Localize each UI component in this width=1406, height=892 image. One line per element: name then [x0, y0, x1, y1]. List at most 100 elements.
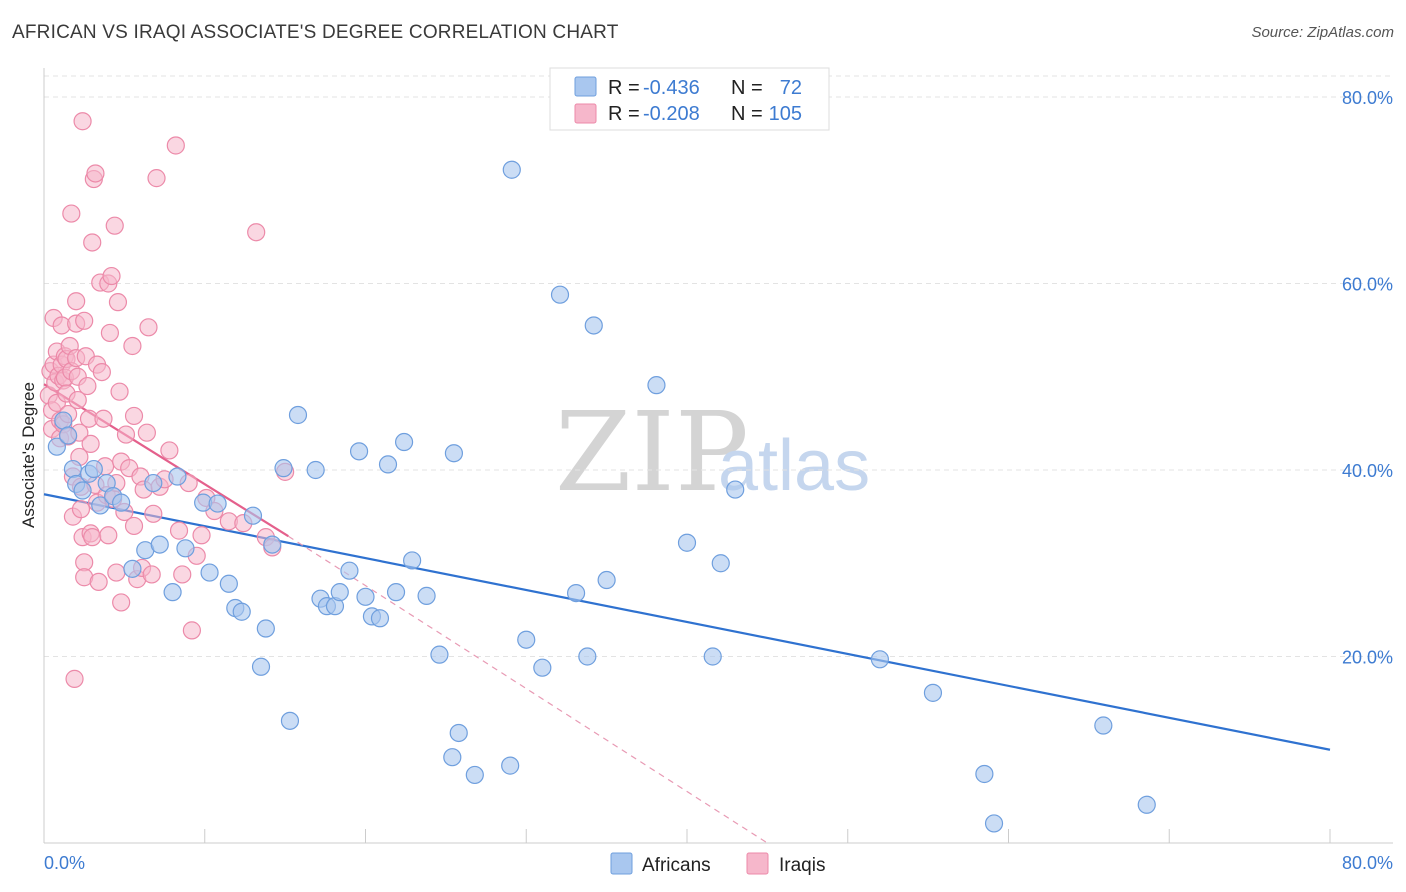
africans-point — [550, 285, 570, 304]
y-tick-label-0: 20.0% — [1342, 648, 1393, 668]
iraqis-point — [123, 336, 142, 356]
chart-title: AFRICAN VS IRAQI ASSOCIATE'S DEGREE CORR… — [12, 22, 619, 43]
africans-point — [501, 756, 520, 775]
africans-point — [444, 444, 464, 463]
africans-trend-line — [43, 493, 1331, 751]
africans-point — [430, 645, 449, 664]
iraqis-point — [173, 565, 192, 584]
iraqis-point — [73, 112, 92, 131]
africans-point — [47, 437, 66, 456]
iraqis-point — [83, 233, 102, 252]
y-tick-label-3: 80.0% — [1342, 88, 1393, 108]
africans-point — [566, 583, 586, 603]
bottom-legend-label-iraqis: Iraqis — [779, 855, 825, 876]
africans-point — [263, 535, 282, 554]
legend-swatch-africans — [574, 76, 597, 97]
africans-point — [63, 459, 83, 479]
iraqis-trend-extension — [288, 535, 768, 844]
iraqis-point — [62, 204, 81, 223]
africans-point — [584, 316, 603, 335]
africans-point — [340, 561, 359, 580]
y-axis-label: Associate's Degree — [19, 382, 38, 528]
africans-point — [200, 563, 219, 582]
iraqis-point — [83, 528, 102, 547]
africans-point — [449, 723, 468, 743]
iraqis-point — [105, 216, 124, 235]
africans-point — [517, 630, 536, 649]
y-tick-label-2: 60.0% — [1342, 275, 1393, 295]
axes — [43, 68, 1393, 844]
africans-point — [59, 426, 78, 445]
africans-point — [112, 493, 131, 512]
africans-point — [1137, 795, 1156, 814]
legend-r-label-2: R = — [608, 103, 640, 125]
africans-point — [274, 459, 293, 478]
iraqis-point — [142, 565, 161, 584]
legend-n-label-1: N = — [731, 77, 763, 99]
legend-r-value-1: -0.436 — [643, 77, 700, 99]
series-legend: Africans Iraqis — [610, 852, 825, 876]
iraqis-point — [247, 223, 266, 242]
africans-point — [597, 570, 616, 590]
africans-point — [84, 459, 103, 479]
iraqis-point — [65, 669, 84, 688]
iraqis-point — [166, 136, 185, 155]
iraqis-point — [108, 293, 128, 312]
africans-point — [647, 376, 666, 395]
africans-point — [443, 748, 462, 767]
stats-legend: R = -0.436 N = 72 R = -0.208 N = 105 — [549, 67, 830, 131]
source-label: Source: ZipAtlas.com — [1251, 24, 1394, 41]
y-tick-labels: 20.0% 40.0% 60.0% 80.0% — [1342, 88, 1393, 668]
iraqis-point — [92, 362, 111, 382]
africans-point — [150, 535, 169, 554]
legend-n-value-2: 105 — [769, 103, 802, 125]
africans-point — [168, 467, 187, 486]
iraqis-point — [102, 266, 121, 286]
iraqis-point — [139, 318, 158, 337]
iraqis-point — [67, 292, 86, 311]
africans-point — [306, 460, 325, 480]
africans-point — [726, 480, 745, 499]
africans-point — [870, 650, 890, 669]
africans-points — [47, 160, 1156, 833]
africans-point — [176, 539, 195, 558]
watermark: ZIP atlas — [555, 388, 870, 516]
iraqis-point — [110, 382, 129, 401]
iraqis-point — [81, 434, 100, 453]
africans-point — [465, 765, 484, 785]
legend-r-value-2: -0.208 — [643, 103, 700, 125]
africans-point — [330, 583, 349, 602]
iraqis-points — [39, 112, 295, 688]
africans-point — [403, 551, 422, 570]
africans-point — [711, 554, 730, 573]
africans-point — [923, 683, 943, 702]
africans-point — [232, 602, 251, 621]
iraqis-point — [160, 441, 179, 460]
africans-point — [208, 494, 227, 513]
x-tick-label-min: 0.0% — [44, 853, 85, 873]
africans-point — [378, 455, 398, 474]
africans-point — [578, 647, 597, 666]
iraqis-point — [99, 526, 118, 545]
africans-point — [1094, 716, 1113, 735]
legend-n-value-1: 72 — [780, 77, 802, 99]
legend-n-label-2: N = — [731, 103, 763, 125]
iraqis-point — [147, 169, 166, 188]
africans-point — [219, 574, 238, 593]
africans-point — [984, 814, 1004, 833]
iraqis-point — [124, 516, 144, 536]
africans-point — [251, 657, 271, 676]
africans-point — [280, 711, 300, 730]
iraqis-point — [94, 409, 113, 428]
iraqis-point — [124, 406, 144, 426]
africans-point — [677, 533, 697, 552]
iraqis-point — [86, 164, 105, 183]
iraqis-point — [182, 621, 201, 640]
africans-point — [163, 583, 182, 602]
iraqis-point — [107, 563, 126, 582]
africans-point — [370, 609, 390, 628]
iraqis-point — [112, 593, 131, 612]
africans-point — [256, 619, 275, 638]
africans-point — [288, 405, 308, 425]
bottom-legend-swatch-africans — [610, 852, 633, 875]
